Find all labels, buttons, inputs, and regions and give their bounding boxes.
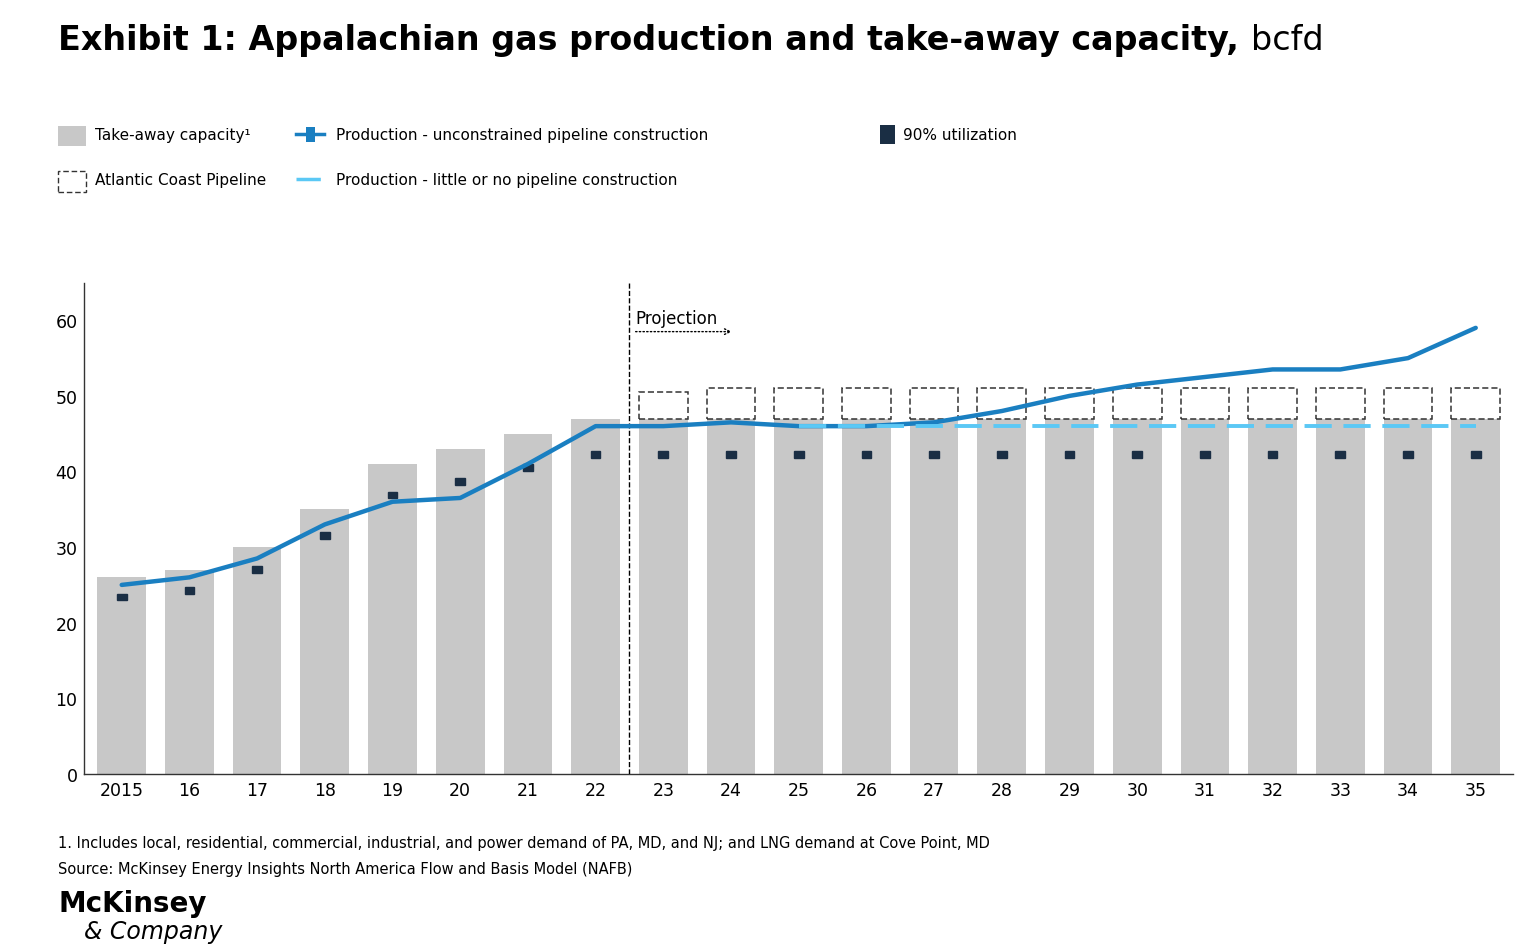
Bar — [387, 492, 398, 498]
Bar — [1316, 389, 1364, 419]
Bar — [252, 566, 263, 574]
Bar — [1114, 419, 1161, 774]
Bar — [455, 479, 465, 485]
Bar — [929, 451, 938, 458]
Bar — [1200, 451, 1210, 458]
Bar — [1316, 419, 1364, 774]
Bar — [1181, 389, 1229, 419]
Bar — [862, 451, 871, 458]
Bar — [1267, 451, 1278, 458]
Text: McKinsey: McKinsey — [58, 889, 207, 918]
Bar — [571, 419, 621, 774]
Bar — [909, 389, 958, 419]
Bar — [319, 532, 330, 540]
Text: Take-away capacity¹: Take-away capacity¹ — [95, 127, 250, 143]
Bar — [1249, 419, 1296, 774]
Bar — [639, 419, 688, 774]
Bar — [842, 389, 891, 419]
Bar — [977, 419, 1026, 774]
Text: 90% utilization: 90% utilization — [903, 127, 1017, 143]
Bar — [1404, 451, 1413, 458]
Bar — [233, 548, 281, 774]
Text: Production - unconstrained pipeline construction: Production - unconstrained pipeline cons… — [336, 127, 708, 143]
Bar — [774, 389, 823, 419]
Bar — [1249, 389, 1296, 419]
Bar — [794, 451, 803, 458]
Bar — [707, 389, 756, 419]
Bar — [301, 510, 349, 774]
Text: Projection: Projection — [634, 310, 717, 328]
Bar — [727, 451, 736, 458]
Bar — [1384, 389, 1433, 419]
Bar — [164, 570, 214, 774]
Bar — [659, 451, 668, 458]
Bar — [504, 434, 553, 774]
Bar — [1132, 451, 1143, 458]
Bar — [774, 419, 823, 774]
Bar — [369, 464, 416, 774]
Bar — [1044, 389, 1094, 419]
Bar — [1335, 451, 1346, 458]
Bar — [909, 419, 958, 774]
Bar — [707, 419, 756, 774]
Bar — [97, 578, 146, 774]
Bar — [842, 419, 891, 774]
Text: Source: McKinsey Energy Insights North America Flow and Basis Model (NAFB): Source: McKinsey Energy Insights North A… — [58, 861, 633, 876]
Bar — [1452, 419, 1501, 774]
Bar — [591, 451, 601, 458]
Bar — [1452, 389, 1501, 419]
Bar — [184, 587, 194, 594]
Bar — [1384, 419, 1433, 774]
Bar — [997, 451, 1006, 458]
Bar — [117, 594, 126, 600]
Text: Production - little or no pipeline construction: Production - little or no pipeline const… — [336, 173, 677, 188]
Bar — [639, 393, 688, 419]
Bar — [1181, 419, 1229, 774]
Bar — [1471, 451, 1481, 458]
Text: 1. Includes local, residential, commercial, industrial, and power demand of PA, : 1. Includes local, residential, commerci… — [58, 835, 991, 851]
Text: Atlantic Coast Pipeline: Atlantic Coast Pipeline — [95, 173, 266, 188]
Text: Exhibit 1: Appalachian gas production and take-away capacity,: Exhibit 1: Appalachian gas production an… — [58, 24, 1250, 57]
Text: bcfd: bcfd — [1250, 24, 1324, 57]
Bar — [436, 449, 484, 774]
Bar — [1114, 389, 1161, 419]
Bar — [1064, 451, 1074, 458]
Bar — [1044, 419, 1094, 774]
Bar — [977, 389, 1026, 419]
Bar — [524, 464, 533, 472]
Text: & Company: & Company — [84, 919, 223, 943]
